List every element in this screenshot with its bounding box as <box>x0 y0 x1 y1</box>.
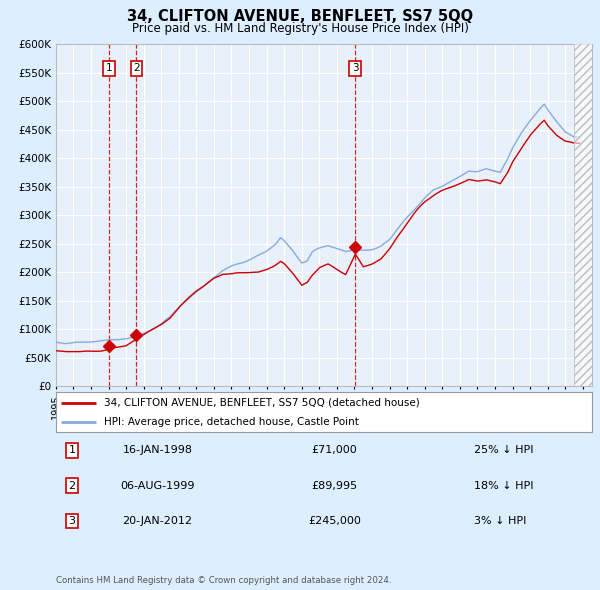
Text: 2: 2 <box>68 481 76 490</box>
Text: 25% ↓ HPI: 25% ↓ HPI <box>474 445 533 455</box>
Text: 3% ↓ HPI: 3% ↓ HPI <box>474 516 526 526</box>
Text: 3: 3 <box>352 63 359 73</box>
Text: 20-JAN-2012: 20-JAN-2012 <box>122 516 193 526</box>
Text: 34, CLIFTON AVENUE, BENFLEET, SS7 5QQ (detached house): 34, CLIFTON AVENUE, BENFLEET, SS7 5QQ (d… <box>104 398 420 408</box>
Text: £89,995: £89,995 <box>311 481 358 490</box>
Text: 18% ↓ HPI: 18% ↓ HPI <box>474 481 533 490</box>
Text: 2: 2 <box>133 63 140 73</box>
Text: 1: 1 <box>106 63 113 73</box>
Text: Contains HM Land Registry data © Crown copyright and database right 2024.: Contains HM Land Registry data © Crown c… <box>56 576 391 585</box>
Text: Price paid vs. HM Land Registry's House Price Index (HPI): Price paid vs. HM Land Registry's House … <box>131 22 469 35</box>
Text: £71,000: £71,000 <box>311 445 357 455</box>
Text: 1: 1 <box>68 445 76 455</box>
Text: 06-AUG-1999: 06-AUG-1999 <box>121 481 195 490</box>
Text: 16-JAN-1998: 16-JAN-1998 <box>122 445 193 455</box>
Text: 34, CLIFTON AVENUE, BENFLEET, SS7 5QQ: 34, CLIFTON AVENUE, BENFLEET, SS7 5QQ <box>127 9 473 24</box>
Text: 3: 3 <box>68 516 76 526</box>
Text: £245,000: £245,000 <box>308 516 361 526</box>
Text: HPI: Average price, detached house, Castle Point: HPI: Average price, detached house, Cast… <box>104 417 359 427</box>
